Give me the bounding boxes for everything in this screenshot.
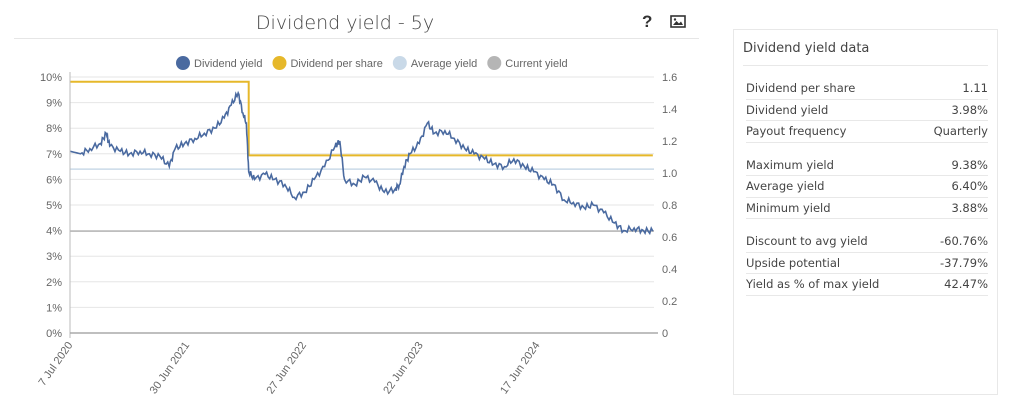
y-right-tick-label: 1.0 xyxy=(662,168,677,180)
y-left-tick-label: 4% xyxy=(46,226,62,238)
dividend-yield-chart: Dividend yield Dividend per share Average … xyxy=(37,56,677,396)
y-left-tick-label: 3% xyxy=(46,251,62,263)
legend-item[interactable]: Current yield xyxy=(487,56,568,70)
stat-value: 3.88% xyxy=(951,200,988,215)
panel-title: Dividend yield data xyxy=(743,41,988,66)
stat-label: Dividend per share xyxy=(746,81,856,95)
y-left-tick-label: 5% xyxy=(46,200,62,212)
legend-marker xyxy=(272,56,287,70)
y-left-tick-label: 9% xyxy=(46,98,62,110)
stat-row: Minimum yield 3.88% xyxy=(746,198,988,219)
stat-label: Dividend yield xyxy=(746,102,829,117)
stat-label: Minimum yield xyxy=(746,200,831,215)
stat-row: Yield as % of max yield 42.47% xyxy=(746,274,988,296)
stat-row: Maximum yield 9.38% xyxy=(746,155,988,176)
dividend-per-share-line xyxy=(70,80,653,157)
stat-row: Payout frequency Quarterly xyxy=(746,121,988,143)
stat-label: Yield as % of max yield xyxy=(746,277,880,291)
legend: Dividend yield Dividend per share Average … xyxy=(176,56,568,70)
y-left-tick-label: 6% xyxy=(46,174,62,186)
y-right-tick-label: 0.6 xyxy=(662,232,677,244)
stats-group: Dividend per share 1.11 Dividend yield 3.98… xyxy=(746,78,988,143)
y-right-tick-label: 0.2 xyxy=(662,296,677,308)
title-divider xyxy=(14,38,699,39)
dividend-yield-line xyxy=(69,90,654,236)
dividend-yield-data-panel: Dividend yield data Dividend per share 1.… xyxy=(733,29,998,395)
stat-row: Dividend per share 1.11 xyxy=(746,78,988,100)
chart-title: Dividend yield - 5y xyxy=(255,12,435,34)
legend-item[interactable]: Dividend per share xyxy=(272,56,383,70)
legend-label: Dividend per share xyxy=(290,58,382,70)
stat-value: 1.11 xyxy=(962,81,988,95)
stat-value: Quarterly xyxy=(933,124,988,138)
stat-label: Discount to avg yield xyxy=(746,234,868,248)
y-right-tick-label: 1.2 xyxy=(662,136,677,148)
stat-value: 6.40% xyxy=(951,179,988,193)
y-left-tick-label: 10% xyxy=(40,72,62,84)
legend-label: Dividend yield xyxy=(194,58,262,70)
stat-value: -60.76% xyxy=(940,234,988,248)
stat-value: 3.98% xyxy=(951,102,988,117)
stat-value: -37.79% xyxy=(940,255,988,270)
x-tick-label: 27 Jun 2022 xyxy=(264,340,309,396)
help-question-icon[interactable]: ? xyxy=(642,12,653,31)
stat-label: Maximum yield xyxy=(746,157,834,172)
y-left-tick-label: 0% xyxy=(46,328,62,340)
legend-marker xyxy=(487,56,502,70)
y-right-tick-label: 1.4 xyxy=(662,104,677,116)
stat-row: Average yield 6.40% xyxy=(746,176,988,198)
stat-value: 42.47% xyxy=(944,277,988,291)
y-left-tick-label: 1% xyxy=(46,302,62,314)
stat-row: Dividend yield 3.98% xyxy=(746,100,988,121)
stats-group: Discount to avg yield -60.76% Upside poten… xyxy=(746,231,988,296)
stat-label: Average yield xyxy=(746,179,825,193)
legend-item[interactable]: Average yield xyxy=(392,56,477,70)
stat-label: Payout frequency xyxy=(746,124,847,138)
legend-marker xyxy=(392,56,407,70)
x-tick-label: 30 Jun 2021 xyxy=(148,340,193,396)
x-tick-label: 7 Jul 2020 xyxy=(37,340,76,388)
y-left-tick-label: 7% xyxy=(46,149,62,161)
x-tick-label: 17 Jun 2024 xyxy=(498,340,543,396)
image-export-icon[interactable] xyxy=(670,13,686,33)
y-right-tick-label: 1.6 xyxy=(662,72,677,84)
legend-item[interactable]: Dividend yield xyxy=(176,56,262,70)
stats-group: Maximum yield 9.38% Average yield 6.40% Mini… xyxy=(746,155,988,219)
stat-row: Discount to avg yield -60.76% xyxy=(746,231,988,253)
y-right-tick-label: 0 xyxy=(662,328,668,340)
y-left-tick-label: 2% xyxy=(46,277,62,289)
stat-label: Upside potential xyxy=(746,255,841,270)
legend-label: Current yield xyxy=(505,58,567,70)
x-tick-label: 22 Jun 2023 xyxy=(381,340,426,396)
stat-value: 9.38% xyxy=(951,157,988,172)
y-right-tick-label: 0.8 xyxy=(662,200,677,212)
y-left-tick-label: 8% xyxy=(46,123,62,135)
legend-marker xyxy=(176,56,190,70)
legend-label: Average yield xyxy=(411,58,477,70)
y-right-tick-label: 0.4 xyxy=(662,264,677,276)
stat-row: Upside potential -37.79% xyxy=(746,253,988,274)
